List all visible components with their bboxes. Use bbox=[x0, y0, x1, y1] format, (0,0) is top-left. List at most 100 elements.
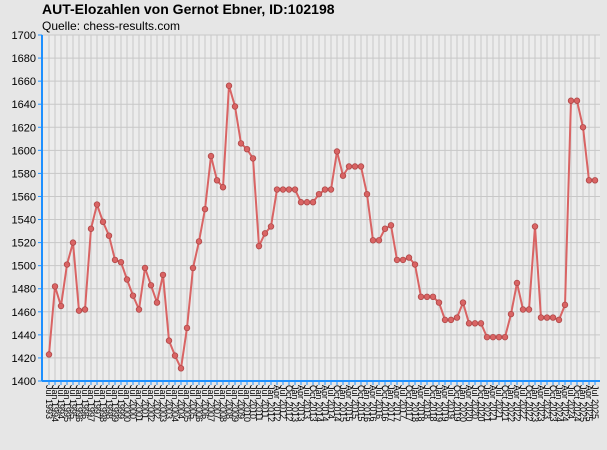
point bbox=[549, 314, 557, 321]
x-tick-label: Apr 2016 bbox=[368, 385, 378, 422]
y-tick-label: 1620 bbox=[12, 122, 36, 134]
x-tick-label: Jul 2007 bbox=[212, 385, 222, 419]
point bbox=[489, 333, 497, 341]
x-tick-label: Jul 2011 bbox=[260, 385, 270, 418]
point bbox=[165, 337, 173, 344]
x-tick-label: Jul 1996 bbox=[80, 385, 90, 419]
point bbox=[171, 352, 179, 359]
x-tick-label: Jan 1996 bbox=[74, 385, 84, 422]
y-tick-label: 1560 bbox=[12, 191, 36, 203]
point bbox=[417, 293, 425, 301]
point bbox=[267, 223, 275, 230]
x-tick-label: Jan 1995 bbox=[62, 385, 72, 422]
x-tick-label: Jul 2002 bbox=[152, 385, 162, 419]
x-tick-label: Apr 2021 bbox=[488, 385, 498, 422]
y-tick-label: 1500 bbox=[12, 261, 36, 273]
point bbox=[567, 97, 575, 104]
point bbox=[135, 306, 143, 313]
x-tick-label: Jan 2010 bbox=[242, 385, 252, 422]
point bbox=[57, 302, 65, 310]
x-tick-label: Jan 2012 bbox=[266, 385, 276, 422]
x-tick-label: Jan 1997 bbox=[86, 385, 96, 422]
x-tick-label: Apr 2022 bbox=[512, 385, 522, 422]
point bbox=[465, 320, 473, 327]
point bbox=[285, 186, 293, 193]
x-tick-label: Oct 2018 bbox=[428, 385, 438, 422]
x-tick-label: Jan 2008 bbox=[218, 385, 228, 422]
x-tick-label: Jan 2018 bbox=[410, 385, 420, 422]
point bbox=[387, 222, 395, 229]
point bbox=[189, 264, 197, 272]
x-tick-label: Oct 2024 bbox=[572, 385, 582, 422]
point bbox=[423, 293, 431, 301]
x-tick-label: Jan 2025 bbox=[578, 385, 588, 422]
x-tick-label: Oct 2013 bbox=[308, 385, 318, 422]
x-tick-label: Oct 2022 bbox=[524, 385, 534, 422]
x-tick-label: Jul 2018 bbox=[422, 385, 432, 419]
x-tick-label: Jul 1994 bbox=[56, 385, 66, 419]
point bbox=[441, 316, 449, 324]
x-tick-label: Jul 2010 bbox=[248, 385, 258, 419]
x-tick-label: Jul 2023 bbox=[542, 385, 552, 419]
point bbox=[519, 306, 527, 313]
plot-area bbox=[42, 35, 600, 381]
x-tick-label: Oct 2020 bbox=[476, 385, 486, 422]
x-tick-label: Jan 2020 bbox=[458, 385, 468, 422]
point bbox=[279, 186, 287, 193]
point bbox=[591, 177, 599, 184]
x-tick-label: Oct 2017 bbox=[404, 385, 414, 422]
point bbox=[213, 177, 221, 184]
x-tick-label: Oct 2015 bbox=[356, 385, 366, 422]
point bbox=[117, 259, 125, 266]
chart-title: AUT-Elozahlen von Gernot Ebner, ID:10219… bbox=[42, 1, 335, 17]
x-tick-label: Jul 2000 bbox=[128, 385, 138, 419]
y-tick-label: 1660 bbox=[12, 76, 36, 88]
x-tick-label: Jul 2014 bbox=[326, 385, 336, 419]
point bbox=[273, 186, 281, 193]
point bbox=[69, 239, 77, 246]
x-tick-label: Jan 2015 bbox=[338, 385, 348, 422]
y-tick-label: 1480 bbox=[12, 284, 36, 296]
x-tick-label: Jul 2019 bbox=[446, 385, 456, 419]
x-tick-label: Jul 2020 bbox=[470, 385, 480, 419]
x-tick-label: Jan 2017 bbox=[386, 385, 396, 422]
x-tick-label: Jan 2007 bbox=[206, 385, 216, 422]
x-tick-label: Oct 2021 bbox=[500, 385, 510, 422]
point bbox=[315, 190, 323, 198]
x-tick-label: Apr 2025 bbox=[584, 385, 594, 422]
x-tick-label: Jan 2022 bbox=[506, 385, 516, 422]
point bbox=[579, 124, 587, 131]
point bbox=[447, 316, 455, 324]
x-tick-label: Apr 2019 bbox=[440, 385, 450, 422]
x-tick-label: Apr 2024 bbox=[560, 385, 570, 422]
point bbox=[255, 242, 263, 250]
point bbox=[303, 199, 311, 206]
point bbox=[405, 254, 413, 261]
x-tick-label: Jan 2019 bbox=[434, 385, 444, 422]
x-tick-label: Jul 1997 bbox=[92, 385, 102, 419]
point bbox=[207, 152, 215, 160]
x-tick-label: Oct 2014 bbox=[332, 385, 342, 422]
point bbox=[393, 256, 401, 264]
x-tick-label: Apr 2020 bbox=[464, 385, 474, 422]
y-tick-label: 1420 bbox=[12, 353, 36, 365]
x-tick-label: Oct 2019 bbox=[452, 385, 462, 422]
point bbox=[537, 314, 545, 321]
x-tick-label: Jul 2024 bbox=[566, 385, 576, 419]
point bbox=[129, 292, 137, 299]
x-tick-label: Jul 2001 bbox=[140, 385, 150, 419]
y-tick-label: 1440 bbox=[12, 330, 36, 342]
point bbox=[369, 237, 377, 244]
point bbox=[375, 237, 383, 244]
x-tick-label: Jan 2002 bbox=[146, 385, 156, 422]
x-tick-label: Jan 2011 bbox=[254, 385, 264, 421]
chart-subtitle: Quelle: chess-results.com bbox=[42, 19, 180, 33]
point bbox=[45, 351, 53, 358]
point bbox=[327, 186, 335, 193]
point bbox=[357, 163, 365, 170]
point bbox=[231, 103, 239, 110]
point bbox=[435, 299, 443, 306]
point bbox=[219, 184, 227, 191]
x-tick-label: Jul 2021 bbox=[494, 385, 504, 419]
